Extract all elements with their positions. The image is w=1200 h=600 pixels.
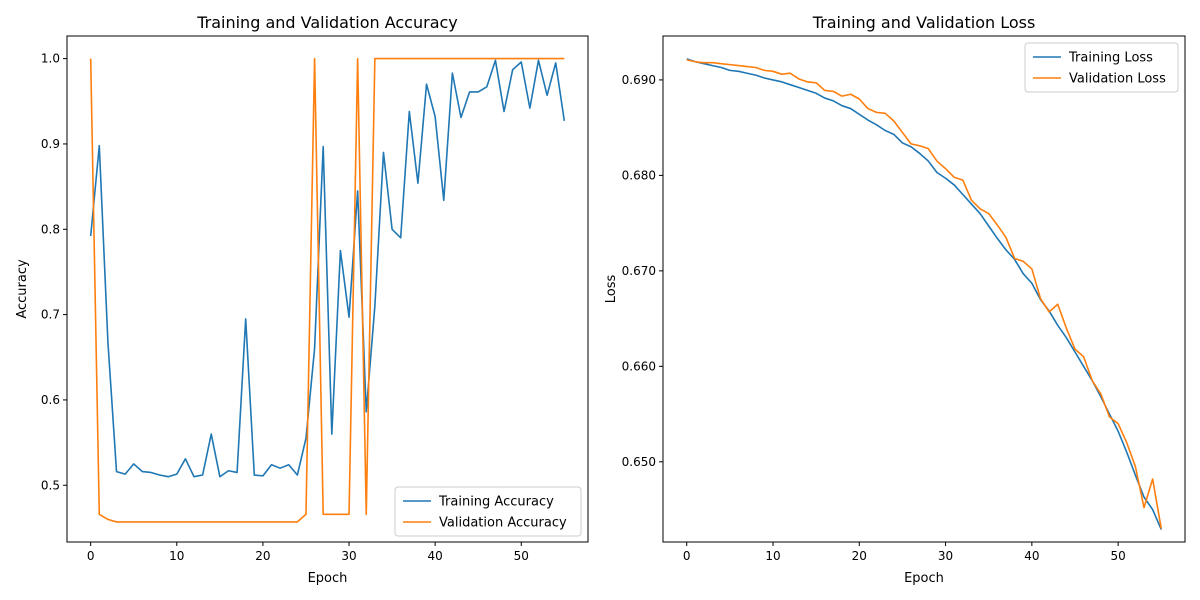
x-tick-label: 30 xyxy=(341,549,356,563)
legend-box xyxy=(1024,42,1179,93)
legend-entry: Validation Loss xyxy=(1069,72,1166,87)
legend: Training Loss Validation Loss xyxy=(1024,42,1179,93)
legend-entry: Training Loss xyxy=(1068,51,1153,66)
legend-box xyxy=(394,486,582,537)
chart-title: Training and Validation Accuracy xyxy=(196,13,458,32)
x-tick-label: 20 xyxy=(255,549,270,563)
chart-title: Training and Validation Loss xyxy=(812,13,1036,32)
series-line-validation-loss xyxy=(686,59,1163,529)
y-tick-label: 0.680 xyxy=(622,168,656,182)
x-axis-label: Epoch xyxy=(308,571,348,586)
y-tick-label: 1.0 xyxy=(41,52,60,66)
x-tick-label: 30 xyxy=(938,549,953,563)
x-axis-label: Epoch xyxy=(904,571,944,586)
y-axis-label: Accuracy xyxy=(15,259,30,319)
x-tick-label: 20 xyxy=(852,549,867,563)
x-tick-label: 0 xyxy=(87,549,95,563)
legend-entry: Training Accuracy xyxy=(438,495,554,510)
y-axis-label: Loss xyxy=(604,275,619,304)
x-tick-label: 50 xyxy=(1110,549,1125,563)
y-tick-label: 0.650 xyxy=(622,455,656,469)
x-tick-label: 10 xyxy=(765,549,780,563)
series-line-training-accuracy xyxy=(89,59,566,478)
legend-entry: Validation Accuracy xyxy=(439,516,567,531)
y-tick-label: 0.660 xyxy=(622,359,656,373)
y-tick-label: 0.690 xyxy=(622,73,656,87)
series-line-training-loss xyxy=(686,58,1163,530)
legend: Training Accuracy Validation Accuracy xyxy=(394,486,582,537)
y-tick-label: 0.670 xyxy=(622,264,656,278)
x-tick-label: 50 xyxy=(514,549,529,563)
y-tick-label: 0.6 xyxy=(41,393,60,407)
y-tick-label: 0.7 xyxy=(41,308,60,322)
y-tick-label: 0.9 xyxy=(41,137,60,151)
plot-area xyxy=(662,35,1186,543)
y-tick-label: 0.8 xyxy=(41,222,60,236)
x-tick-label: 40 xyxy=(428,549,443,563)
x-tick-label: 10 xyxy=(169,549,184,563)
series-line-validation-accuracy xyxy=(89,57,565,523)
x-tick-label: 40 xyxy=(1024,549,1039,563)
x-tick-label: 0 xyxy=(683,549,691,563)
accuracy-chart: Training and Validation Accuracy 0 10 20 30 4… xyxy=(15,13,589,586)
loss-chart: Training and Validation Loss 0 10 20 30 40 50 0… xyxy=(604,13,1186,586)
y-tick-label: 0.5 xyxy=(41,478,60,492)
